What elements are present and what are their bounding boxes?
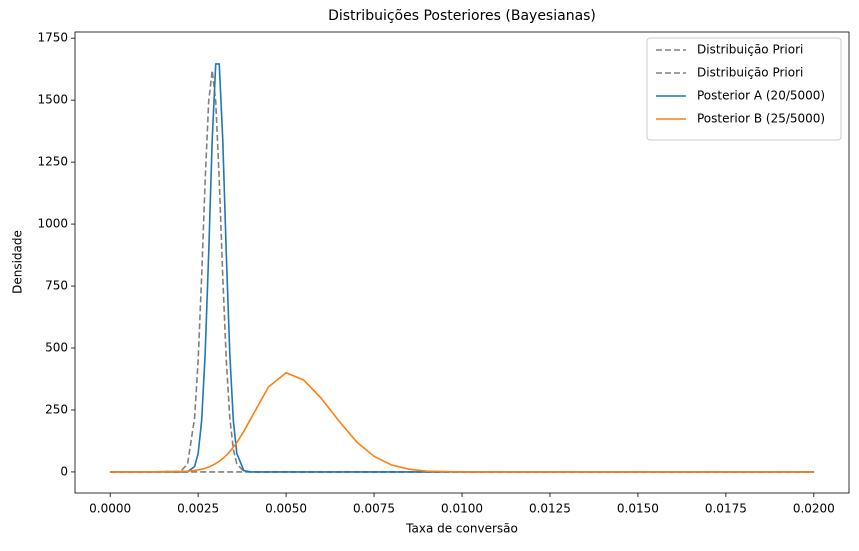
y-tick-label: 500 [45,341,68,355]
x-tick-label: 0.0175 [705,502,747,516]
y-tick-label: 1000 [37,217,68,231]
legend-label: Distribuição Priori [697,66,803,80]
x-tick-label: 0.0050 [265,502,307,516]
legend-label: Posterior B (25/5000) [697,112,825,126]
y-axis-label: Densidade [11,230,25,294]
x-tick-label: 0.0000 [89,502,131,516]
x-tick-label: 0.0100 [441,502,483,516]
chart-title: Distribuições Posteriores (Bayesianas) [328,8,596,24]
series-line [110,371,814,473]
legend-label: Posterior A (20/5000) [697,89,825,103]
y-tick-label: 750 [45,279,68,293]
y-tick-label: 1250 [37,155,68,169]
legend-label: Distribuição Priori [697,43,803,57]
x-tick-label: 0.0075 [353,502,395,516]
y-tick-label: 1500 [37,93,68,107]
y-tick-label: 250 [45,402,68,416]
y-tick-label: 1750 [37,31,68,45]
series-line [110,63,814,473]
x-tick-label: 0.0200 [793,502,835,516]
x-tick-label: 0.0025 [177,502,219,516]
x-tick-label: 0.0125 [529,502,571,516]
legend-box [646,37,842,141]
y-tick-label: 0 [60,464,68,478]
x-axis-label: Taxa de conversão [405,522,518,536]
x-tick-label: 0.0150 [617,502,659,516]
